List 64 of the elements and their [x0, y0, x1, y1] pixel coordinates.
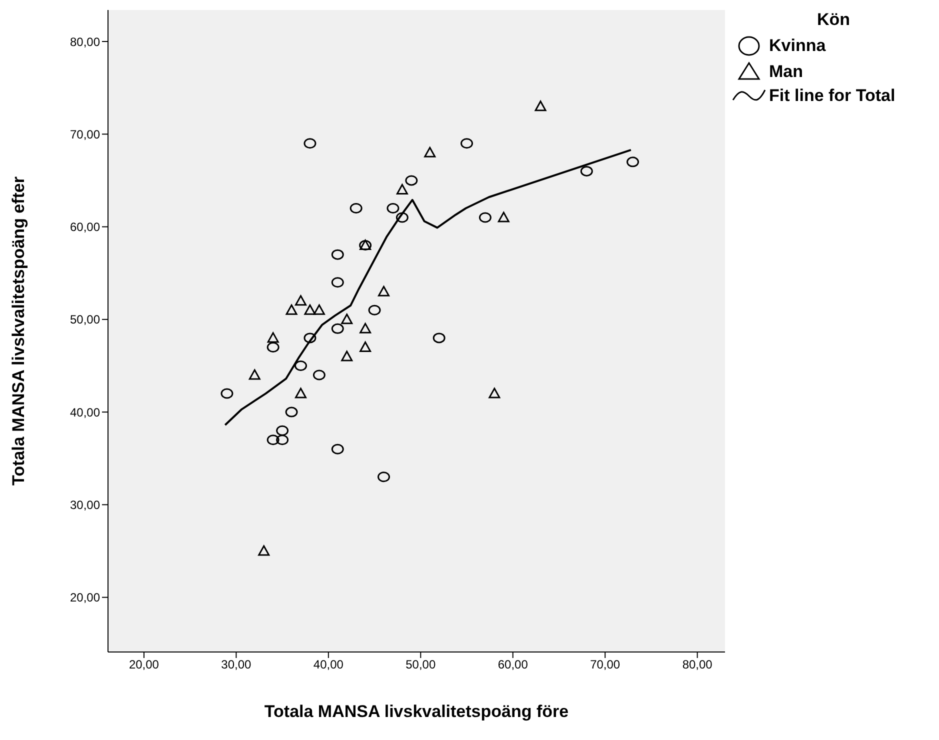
legend-label: Fit line for Total: [769, 86, 896, 106]
point: [488, 388, 500, 398]
point: [276, 425, 289, 436]
point: [378, 286, 390, 296]
point: [286, 304, 298, 315]
y-tick-label: 50,00: [70, 312, 100, 327]
point: [378, 472, 390, 482]
point: [331, 249, 344, 260]
point: [267, 332, 279, 343]
point: [360, 322, 372, 334]
point: [313, 304, 325, 315]
y-tick-label: 30,00: [70, 498, 100, 512]
legend-label: Man: [769, 62, 803, 82]
point: [266, 342, 280, 352]
x-tick-label: 80,00: [682, 658, 713, 672]
y-tick-label: 60,00: [70, 220, 100, 234]
point: [534, 100, 546, 112]
point: [276, 434, 289, 446]
x-tick-label: 50,00: [406, 658, 436, 672]
point: [331, 277, 344, 288]
y-tick-label: 80,00: [70, 34, 100, 49]
point: [396, 212, 408, 223]
point: [295, 388, 307, 398]
point: [294, 360, 308, 371]
x-tick-label: 40,00: [313, 658, 344, 672]
legend-title: Kön: [816, 10, 852, 30]
point: [626, 156, 640, 168]
point: [285, 406, 298, 418]
point: [580, 166, 593, 176]
point: [331, 444, 344, 454]
point: [341, 350, 353, 362]
y-axis-title: Totala MANSA livskvalitetspoäng efter: [9, 176, 28, 486]
point: [295, 295, 307, 306]
point: [248, 369, 260, 380]
point: [304, 332, 316, 344]
legend-label: Kvinna: [769, 36, 826, 56]
point: [304, 138, 316, 149]
point: [405, 175, 418, 186]
x-tick-label: 60,00: [498, 658, 528, 672]
point: [312, 370, 326, 380]
point: [331, 323, 344, 334]
y-tick-label: 20,00: [70, 590, 100, 605]
point: [386, 203, 400, 214]
point: [368, 304, 381, 316]
y-tick-label: 40,00: [70, 405, 100, 420]
point: [341, 314, 353, 324]
point: [350, 203, 362, 214]
point: [258, 545, 270, 556]
x-tick-label: 30,00: [221, 658, 252, 672]
point: [498, 212, 510, 222]
point: [304, 304, 316, 315]
point: [266, 434, 280, 446]
point: [360, 341, 372, 352]
point: [432, 332, 446, 344]
x-tick-label: 20,00: [128, 658, 160, 672]
line-series: [224, 148, 632, 426]
point: [478, 212, 492, 223]
point: [424, 146, 436, 158]
point: [460, 138, 474, 149]
x-axis-title: Totala MANSA livskvalitetspoäng före: [264, 702, 569, 721]
x-tick-label: 70,00: [590, 658, 620, 672]
y-tick-label: 70,00: [70, 127, 100, 142]
point: [396, 184, 408, 194]
point: [220, 388, 234, 399]
